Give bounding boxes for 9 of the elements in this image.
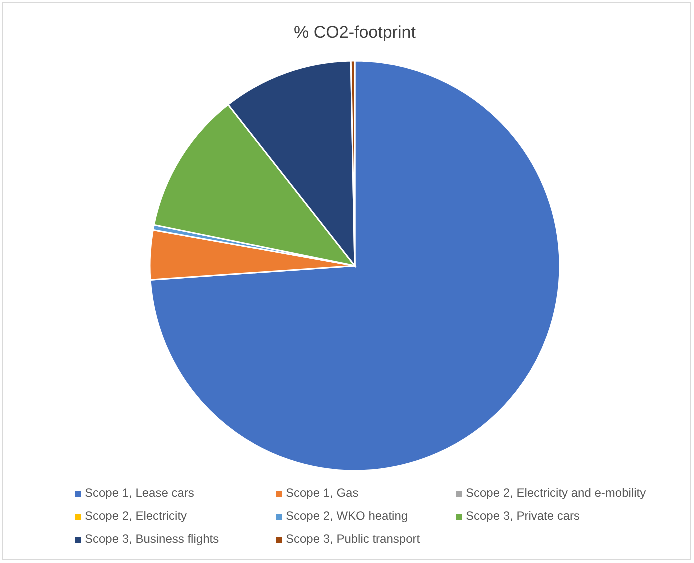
chart-title: % CO2-footprint [294, 23, 416, 42]
legend-label: Scope 2, Electricity [85, 509, 188, 523]
legend-label: Scope 3, Public transport [286, 532, 421, 546]
legend-label: Scope 3, Business flights [85, 532, 220, 546]
legend-label: Scope 1, Gas [286, 486, 359, 500]
legend-label: Scope 2, Electricity and e-mobility [466, 486, 646, 500]
legend-label: Scope 3, Private cars [466, 509, 580, 523]
legend-label: Scope 1, Lease cars [85, 486, 194, 500]
legend-label: Scope 2, WKO heating [286, 509, 408, 523]
